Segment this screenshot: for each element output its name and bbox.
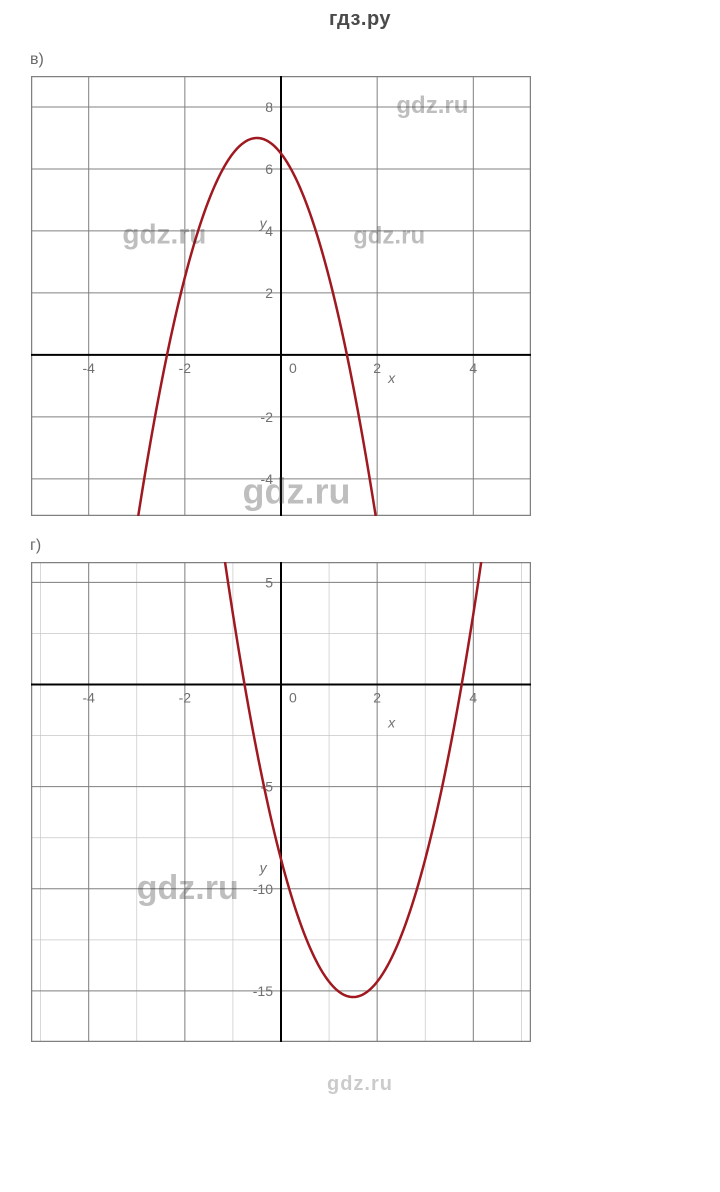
svg-text:x: x [387,714,396,730]
svg-text:-4: -4 [82,690,95,706]
footer-watermark: gdz.ru [0,1073,720,1096]
svg-text:x: x [387,370,396,386]
svg-text:-15: -15 [253,983,273,999]
svg-text:-4: -4 [261,471,274,487]
page-title: гдз.ру [0,0,720,31]
svg-text:5: 5 [265,574,273,590]
svg-text:2: 2 [373,690,381,706]
svg-text:y: y [259,215,268,231]
svg-text:y: y [259,859,268,875]
chart-v: -4-2024-4-22468xygdz.rugdz.rugdz.rugdz.r… [30,75,532,517]
svg-text:-2: -2 [179,360,192,376]
svg-text:4: 4 [469,690,477,706]
section-label-v: в) [30,51,720,69]
svg-text:6: 6 [265,161,273,177]
svg-text:8: 8 [265,99,273,115]
svg-text:0: 0 [289,690,297,706]
svg-text:-2: -2 [179,690,192,706]
page: гдз.ру в) -4-2024-4-22468xygdz.rugdz.rug… [0,0,720,1136]
svg-text:-10: -10 [253,881,273,897]
svg-text:2: 2 [265,285,273,301]
svg-text:4: 4 [469,360,477,376]
svg-text:2: 2 [373,360,381,376]
chart-g-wrap: -4-2024-15-10-55xygdz.ru [30,561,720,1043]
section-label-g: г) [30,537,720,555]
chart-g: -4-2024-15-10-55xygdz.ru [30,561,532,1043]
chart-v-wrap: -4-2024-4-22468xygdz.rugdz.rugdz.rugdz.r… [30,75,720,517]
svg-text:0: 0 [289,360,297,376]
svg-text:-2: -2 [261,409,274,425]
svg-text:-4: -4 [82,360,95,376]
